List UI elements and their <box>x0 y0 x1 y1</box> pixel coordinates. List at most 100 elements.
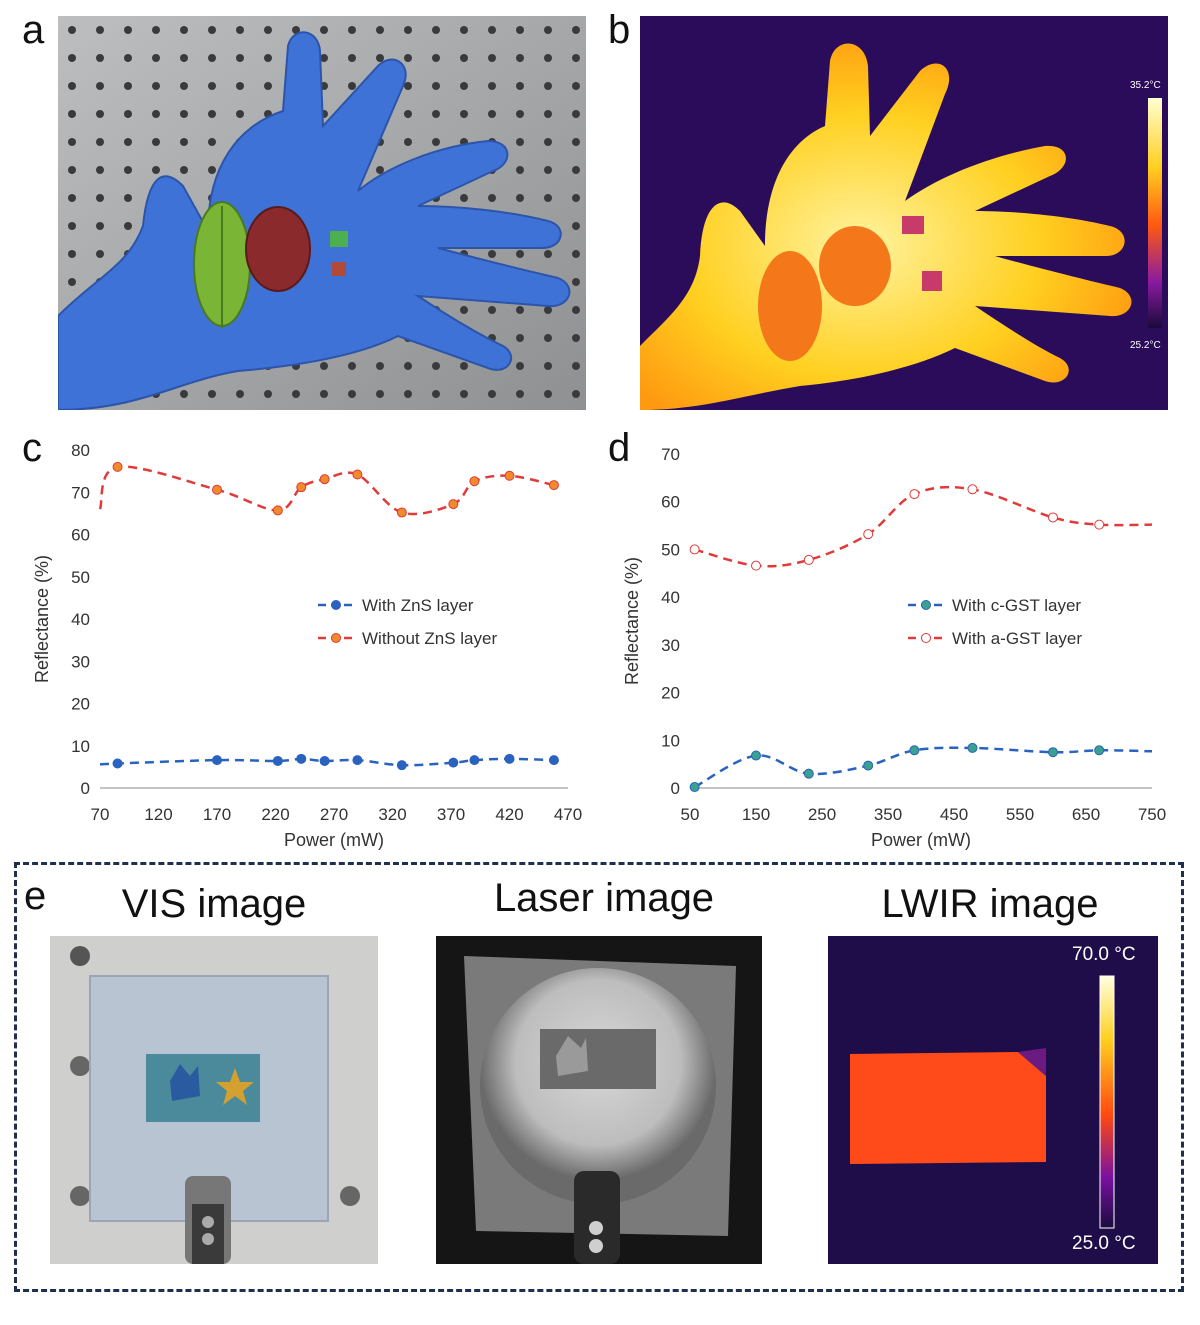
data-point <box>296 753 307 764</box>
x-tick-label: 550 <box>1006 805 1034 824</box>
series-line-1 <box>694 746 1153 789</box>
data-point <box>296 482 307 493</box>
y-tick-label: 50 <box>661 540 680 559</box>
laser-image-drawing <box>436 936 762 1264</box>
glove-photo-drawing <box>58 16 586 410</box>
vis-image-title: VIS image <box>121 882 307 926</box>
y-tick-label: 0 <box>81 779 90 798</box>
y-tick-label: 70 <box>661 445 680 464</box>
y-tick-label: 60 <box>71 526 90 545</box>
panel-letter-a: a <box>22 8 45 52</box>
y-tick-label: 40 <box>661 588 680 607</box>
y-tick-label: 20 <box>71 695 90 714</box>
lwir-image <box>828 936 1158 1264</box>
data-point <box>1048 747 1058 758</box>
data-point <box>1094 745 1105 756</box>
panel-letter-e: e <box>24 874 47 918</box>
y-tick-label: 40 <box>71 610 90 629</box>
vis-image-drawing <box>50 936 378 1264</box>
lwir-scale-max-label: 70.0 °C <box>1072 944 1136 965</box>
x-tick-label: 450 <box>940 805 968 824</box>
data-point <box>319 755 330 766</box>
data-point <box>448 757 459 768</box>
data-point <box>909 489 920 500</box>
x-tick-label: 350 <box>874 805 902 824</box>
data-point <box>1048 512 1058 523</box>
laser-image-title: Laser image <box>493 876 715 920</box>
thermal-photo-drawing <box>640 16 1168 410</box>
data-point <box>504 753 515 764</box>
y-tick-label: 0 <box>671 779 680 798</box>
y-tick-label: 80 <box>71 441 90 460</box>
legend-marker-2 <box>331 633 341 643</box>
glove-photo <box>58 16 586 410</box>
x-tick-label: 420 <box>495 805 523 824</box>
y-tick-label: 20 <box>661 684 680 703</box>
data-point <box>112 758 123 769</box>
legend-label-1: With ZnS layer <box>362 596 474 615</box>
data-point <box>352 755 363 766</box>
data-point <box>212 484 222 495</box>
data-point <box>967 484 978 495</box>
laser-image <box>436 936 762 1264</box>
x-tick-label: 220 <box>261 805 289 824</box>
data-point <box>504 470 515 481</box>
data-point <box>803 768 814 779</box>
data-point <box>272 505 283 516</box>
data-point <box>272 755 283 766</box>
data-point <box>469 476 480 487</box>
y-tick-label: 50 <box>71 568 90 587</box>
x-tick-label: 270 <box>320 805 348 824</box>
legend-label-1: With c-GST layer <box>952 596 1081 615</box>
x-tick-label: 120 <box>144 805 172 824</box>
x-tick-label: 320 <box>378 805 406 824</box>
legend-marker-1 <box>331 600 341 610</box>
series-line-2 <box>694 485 1153 568</box>
x-tick-label: 470 <box>554 805 582 824</box>
x-tick-label: 170 <box>203 805 231 824</box>
legend-marker-1 <box>921 600 931 610</box>
chart-d: 0 10 20 30 40 50 60 70 50 150 250 350 450 550 650 750 Po… <box>622 445 1166 850</box>
y-tick-label: 70 <box>71 483 90 502</box>
thermal-color-scale <box>1148 98 1162 328</box>
data-point <box>396 507 407 518</box>
legend-label-2: Without ZnS layer <box>362 629 497 648</box>
panel-letter-d: d <box>608 426 631 470</box>
data-point <box>967 742 978 753</box>
data-point <box>863 529 874 540</box>
data-point <box>1094 519 1105 530</box>
lwir-color-scale <box>1099 975 1115 1229</box>
data-point <box>863 760 874 771</box>
series-line-2 <box>98 465 555 516</box>
data-point <box>751 560 761 571</box>
y-tick-label: 30 <box>71 652 90 671</box>
y-axis-label: Reflectance (%) <box>32 555 52 683</box>
vis-image <box>50 936 378 1264</box>
x-tick-label: 650 <box>1072 805 1100 824</box>
data-point <box>352 469 363 480</box>
data-point <box>319 474 330 485</box>
y-tick-label: 60 <box>661 493 680 512</box>
panel-letter-c: c <box>22 426 42 470</box>
chart-c: 0 10 20 30 40 50 60 70 80 70 120 170 220 270 320 370 420… <box>32 441 582 850</box>
x-axis-label: Power (mW) <box>871 830 971 850</box>
legend-label-2: With a-GST layer <box>952 629 1082 648</box>
data-point <box>803 554 814 565</box>
lwir-scale-min-label: 25.0 °C <box>1072 1233 1136 1254</box>
thermal-scale-max-label: 35.2°C <box>1130 80 1161 91</box>
data-point <box>909 745 920 756</box>
data-point <box>112 461 123 472</box>
x-tick-label: 370 <box>437 805 465 824</box>
x-tick-label: 750 <box>1138 805 1166 824</box>
data-point <box>212 755 222 766</box>
x-tick-label: 250 <box>808 805 836 824</box>
legend-marker-2 <box>921 633 931 643</box>
data-point <box>689 782 700 793</box>
data-point <box>469 755 480 766</box>
y-tick-label: 10 <box>661 731 680 750</box>
x-tick-label: 70 <box>91 805 110 824</box>
lwir-image-drawing <box>828 936 1158 1264</box>
y-axis-label: Reflectance (%) <box>622 557 642 685</box>
data-point <box>689 544 700 555</box>
thermal-scale-min-label: 25.2°C <box>1130 340 1161 351</box>
